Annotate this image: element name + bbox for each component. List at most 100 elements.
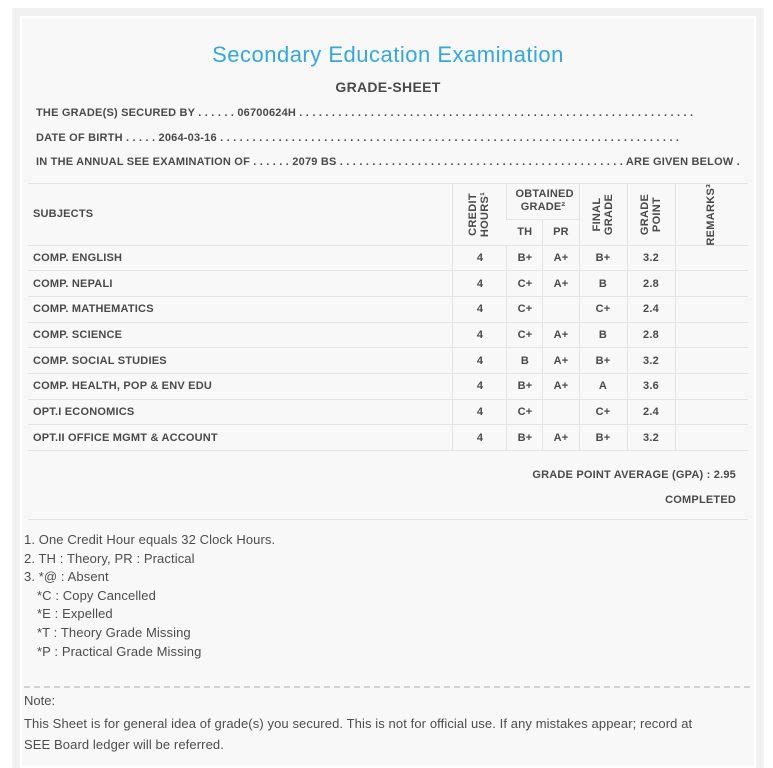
th-grade-cell: C+: [506, 296, 543, 323]
remarks-cell: [674, 424, 748, 451]
examination-year-line: IN THE ANNUAL SEE EXAMINATION OF . . . .…: [36, 156, 740, 168]
th-grade-cell: C+: [506, 322, 543, 349]
final-grade-header-label: FINAL GRADE: [590, 193, 615, 235]
pr-grade-cell: A+: [542, 424, 579, 451]
pr-grade-cell: [542, 296, 579, 323]
remarks-cell: [674, 245, 748, 272]
subject-cell: COMP. ENGLISH: [28, 245, 453, 272]
table-row: COMP. HEALTH, POP & ENV EDU 4 B+ A+ A 3.6: [28, 373, 748, 400]
final-grade-cell: C+: [578, 296, 627, 323]
grade-point-cell: 3.2: [626, 245, 675, 272]
pr-grade-cell: [542, 399, 579, 426]
footnote-item: *E : Expelled: [37, 606, 113, 622]
remarks-cell: [674, 373, 748, 400]
table-row: COMP. NEPALI 4 C+ A+ B 2.8: [28, 270, 748, 297]
credit-hours-header: CREDIT HOURS¹: [452, 183, 507, 246]
table-row: COMP. MATHEMATICS 4 C+ C+ 2.4: [28, 296, 748, 323]
footnote-item: *T : Theory Grade Missing: [37, 624, 191, 640]
footnote-item: 1. One Credit Hour equals 32 Clock Hours…: [24, 532, 276, 547]
subject-cell: COMP. MATHEMATICS: [28, 296, 453, 323]
completion-status: COMPLETED: [28, 481, 748, 520]
grade-point-cell: 3.2: [626, 347, 675, 374]
subject-cell: COMP. SCIENCE: [28, 322, 453, 349]
page-title: Secondary Education Examination: [212, 42, 564, 67]
subject-cell: COMP. SOCIAL STUDIES: [28, 347, 453, 374]
grade-point-cell: 2.8: [626, 270, 675, 297]
table-row: OPT.I ECONOMICS 4 C+ C+ 2.4: [28, 399, 748, 426]
subject-cell: OPT.I ECONOMICS: [28, 399, 453, 426]
final-grade-header: FINAL GRADE: [578, 183, 627, 246]
remarks-header-label: REMARKS³: [705, 183, 717, 245]
remarks-cell: [674, 399, 748, 426]
th-grade-cell: B+: [506, 424, 543, 451]
pr-grade-cell: A+: [542, 322, 579, 349]
final-grade-cell: B+: [578, 424, 627, 451]
grade-sheet-panel: Secondary Education Examination GRADE-SH…: [20, 16, 756, 768]
final-grade-cell: B+: [578, 347, 627, 374]
th-grade-cell: C+: [506, 399, 543, 426]
footnote-item: *C : Copy Cancelled: [37, 587, 156, 603]
grade-point-cell: 2.4: [626, 399, 675, 426]
summary-block: GRADE POINT AVERAGE (GPA) : 2.95 COMPLET…: [28, 451, 748, 520]
grade-point-cell: 2.4: [626, 296, 675, 323]
credit-hours-header-label: CREDIT HOURS¹: [467, 191, 491, 237]
pr-grade-cell: A+: [542, 245, 579, 272]
footnotes: 1. One Credit Hour equals 32 Clock Hours…: [24, 531, 754, 661]
obtained-grade-header: OBTAINED GRADE²: [506, 183, 579, 220]
final-grade-cell: B+: [578, 245, 627, 272]
gpa-value: 2.95: [713, 469, 736, 481]
pr-grade-cell: A+: [542, 347, 579, 374]
remarks-cell: [674, 296, 748, 323]
final-grade-cell: A: [578, 373, 627, 400]
credit-hours-cell: 4: [452, 322, 507, 349]
remarks-cell: [674, 270, 748, 297]
table-header-row-2: TH PR: [28, 219, 748, 246]
th-grade-cell: B: [506, 347, 543, 374]
credit-hours-cell: 4: [452, 347, 507, 374]
gpa-label: GRADE POINT AVERAGE (GPA) :: [532, 469, 711, 481]
credit-hours-cell: 4: [452, 399, 507, 426]
pr-subheader: PR: [542, 219, 579, 246]
remarks-cell: [674, 322, 748, 349]
outer-frame: Secondary Education Examination GRADE-SH…: [12, 8, 764, 768]
subject-cell: COMP. HEALTH, POP & ENV EDU: [28, 373, 453, 400]
table-header-row-1: SUBJECTS CREDIT HOURS¹ OBTAINED GRADE² F…: [28, 183, 748, 246]
grade-point-cell: 2.8: [626, 322, 675, 349]
final-grade-cell: C+: [578, 399, 627, 426]
footnote-item: *P : Practical Grade Missing: [37, 643, 202, 659]
page-subtitle: GRADE-SHEET: [335, 79, 441, 95]
th-grade-cell: C+: [506, 270, 543, 297]
grades-table-body: COMP. ENGLISH 4 B+ A+ B+ 3.2 COMP. NEPALI 4 C+ A+…: [28, 245, 748, 451]
grades-table: SUBJECTS CREDIT HOURS¹ OBTAINED GRADE² F…: [28, 182, 748, 452]
table-row: COMP. SOCIAL STUDIES 4 B A+ B+ 3.2: [28, 347, 748, 374]
note-divider: [24, 686, 750, 689]
subject-cell: COMP. NEPALI: [28, 270, 453, 297]
grade-point-cell: 3.2: [626, 424, 675, 451]
th-subheader: TH: [506, 219, 543, 246]
date-of-birth-line: DATE OF BIRTH . . . . . 2064-03-16 . . .…: [36, 131, 680, 144]
table-row: COMP. SCIENCE 4 C+ A+ B 2.8: [28, 322, 748, 349]
final-grade-cell: B: [578, 270, 627, 297]
footnote-item: 2. TH : Theory, PR : Practical: [24, 550, 195, 566]
pr-grade-cell: A+: [542, 270, 579, 297]
note-text: This Sheet is for general idea of grade(…: [24, 716, 693, 753]
remarks-header: REMARKS³: [674, 183, 748, 246]
note-label: Note:: [24, 693, 56, 709]
table-row: OPT.II OFFICE MGMT & ACCOUNT 4 B+ A+ B+ 3.2: [28, 424, 748, 451]
footnote-item: 3. *@ : Absent: [24, 569, 109, 585]
grade-point-header-label: GRADE POINT: [638, 193, 663, 235]
th-grade-cell: B+: [506, 373, 543, 400]
gpa-line: GRADE POINT AVERAGE (GPA) : 2.95: [28, 451, 748, 481]
credit-hours-cell: 4: [452, 270, 507, 297]
credit-hours-cell: 4: [452, 373, 507, 400]
grade-point-cell: 3.6: [626, 373, 675, 400]
grade-point-header: GRADE POINT: [626, 183, 675, 246]
grades-secured-by-line: THE GRADE(S) SECURED BY . . . . . . 0670…: [36, 107, 694, 119]
subject-cell: OPT.II OFFICE MGMT & ACCOUNT: [28, 424, 453, 451]
credit-hours-cell: 4: [452, 424, 507, 451]
pr-grade-cell: A+: [542, 373, 579, 400]
th-grade-cell: B+: [506, 245, 543, 272]
final-grade-cell: B: [578, 322, 627, 349]
subjects-header: SUBJECTS: [28, 183, 453, 246]
candidate-info: THE GRADE(S) SECURED BY . . . . . . 0670…: [36, 101, 740, 175]
